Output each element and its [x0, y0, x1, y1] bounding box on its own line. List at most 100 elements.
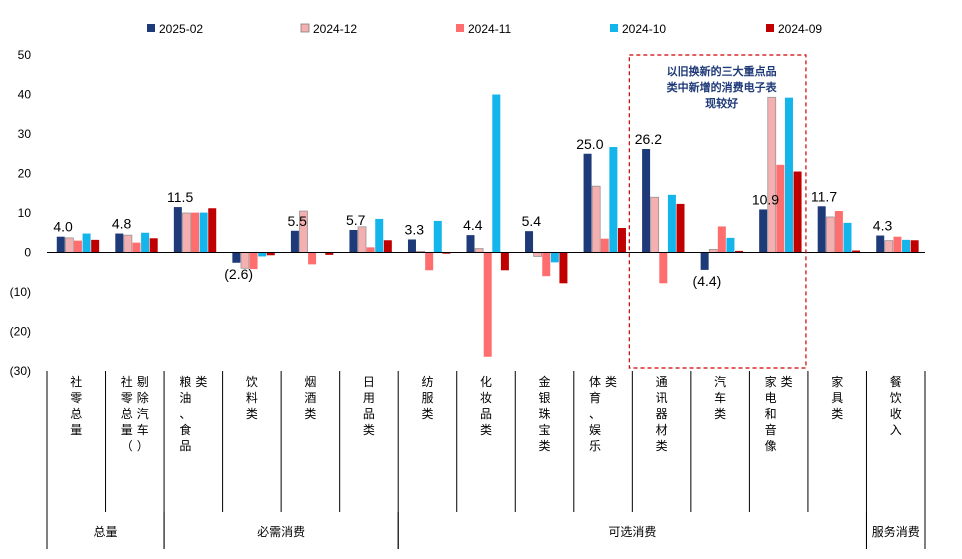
bar-2024-11-9	[600, 238, 609, 253]
bar-2024-09-11	[735, 250, 744, 253]
category-char: 宝	[539, 423, 551, 437]
bar-2024-11-11	[717, 226, 726, 253]
annotation-line: 以旧换新的三大重点品	[667, 64, 777, 78]
bar-2024-10-7	[492, 94, 501, 253]
y-tick-label: 30	[18, 127, 32, 141]
data-label: 5.5	[287, 213, 307, 229]
category-char: 量	[121, 423, 133, 437]
bar-2024-11-6	[425, 252, 434, 271]
bar-2025-02-8	[525, 231, 534, 253]
bar-2025-02-10	[642, 149, 651, 253]
data-label: 11.7	[811, 188, 837, 204]
category-char: 零	[121, 391, 133, 405]
category-char: （	[121, 439, 133, 453]
y-tick-label: 0	[24, 246, 31, 260]
category-char: 汽	[714, 374, 726, 389]
bar-2024-10-6	[433, 220, 442, 253]
bar-2024-11-12	[776, 164, 785, 253]
bar-2024-09-14	[910, 240, 919, 253]
bars	[56, 94, 919, 357]
category-char: 品	[363, 407, 375, 421]
bar-2024-10-3	[258, 252, 267, 257]
category-char: 体	[589, 375, 601, 389]
bar-2024-09-3	[266, 252, 275, 256]
bar-2024-11-14	[893, 236, 902, 253]
bar-2024-11-3	[249, 252, 258, 270]
category-char: 通	[656, 375, 668, 389]
bar-2024-09-12	[793, 171, 802, 253]
category-char: ）	[137, 439, 149, 453]
data-label: (4.4)	[693, 273, 722, 289]
bar-2025-02-7	[466, 235, 475, 253]
data-label: 3.3	[405, 221, 425, 237]
y-axis: 50 40 30 20 10 0 (10) (20) (30)	[10, 48, 32, 378]
bar-2024-09-9	[617, 228, 626, 253]
bar-2025-02-12	[759, 209, 768, 253]
category-char: 社	[70, 374, 82, 389]
category-char: 、	[589, 407, 601, 421]
legend-swatch	[456, 24, 464, 32]
legend-swatch	[147, 24, 155, 32]
category-char: 油	[179, 391, 191, 405]
bar-2024-11-0	[73, 240, 82, 253]
category-char: 音	[765, 422, 777, 437]
bar-2024-11-4	[308, 252, 317, 265]
legend-label: 2024-10	[622, 22, 666, 36]
category-char: 饮	[246, 375, 258, 389]
bar-2024-09-13	[852, 250, 861, 253]
category-char: 电	[765, 391, 777, 405]
data-label: 4.3	[873, 218, 893, 234]
category-char: 酒	[304, 391, 316, 405]
category-char: 量	[70, 423, 82, 437]
category-char: 类	[714, 407, 726, 421]
y-tick-label: (30)	[10, 364, 31, 378]
category-char: 育	[589, 390, 601, 405]
category-char: 乐	[589, 439, 601, 453]
category-char: 妆	[480, 391, 492, 405]
data-label: 5.4	[522, 213, 542, 229]
group-label: 总量	[94, 525, 118, 539]
category-char: 饮	[890, 391, 902, 405]
category-char: 类	[831, 407, 843, 421]
category-char: 纺	[421, 375, 433, 389]
data-label: 5.7	[346, 212, 366, 228]
category-char: 珠	[539, 407, 551, 421]
category-char: 总	[70, 407, 82, 421]
bar-2024-09-6	[442, 252, 451, 254]
bar-2024-09-2	[208, 208, 217, 253]
bar-2024-09-4	[325, 252, 334, 255]
data-label: 26.2	[635, 131, 662, 147]
bar-2024-12-12	[767, 96, 777, 253]
bar-2024-10-2	[199, 212, 208, 253]
group-label: 可选消费	[608, 525, 656, 539]
y-tick-label: (10)	[10, 285, 31, 299]
legend-label: 2024-12	[313, 22, 357, 36]
bar-2024-12-2	[182, 212, 191, 253]
legend-item-2024-12: 2024-12	[300, 22, 357, 36]
data-label: 11.5	[167, 189, 193, 205]
category-char: 食	[179, 422, 191, 437]
category-char: 品	[480, 407, 492, 421]
bar-2024-12-10	[650, 196, 660, 253]
bar-2024-11-1	[132, 242, 141, 253]
legend: 2025-02 2024-12 2024-11 2024-10 2024-09	[147, 22, 822, 36]
legend-swatch	[610, 24, 618, 32]
category-char: 类	[480, 423, 492, 437]
category-char: 类	[195, 375, 207, 389]
category-char: 烟	[304, 375, 316, 389]
bar-2025-02-3	[232, 252, 241, 263]
y-tick-label: 10	[18, 206, 32, 220]
bar-2024-12-14	[884, 240, 894, 253]
bar-2025-02-11	[700, 252, 709, 270]
category-char: 用	[363, 391, 375, 405]
bar-2024-09-7	[500, 252, 509, 271]
bar-2024-11-2	[191, 212, 200, 253]
bar-2024-11-10	[659, 252, 668, 284]
bar-2024-09-0	[91, 239, 100, 253]
category-char: 像	[765, 439, 777, 453]
category-char: 娱	[589, 423, 601, 437]
bar-2024-10-5	[375, 218, 384, 253]
bar-2025-02-9	[583, 153, 592, 253]
